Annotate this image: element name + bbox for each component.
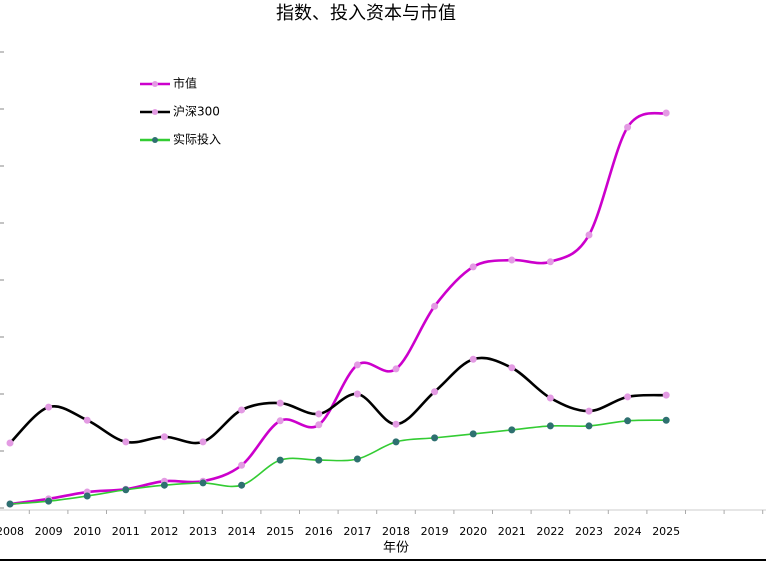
x-tick-label: 2014 (228, 525, 256, 538)
marker (585, 422, 593, 430)
marker (315, 456, 323, 464)
x-tick-label: 2025 (652, 525, 680, 538)
legend-label: 市值 (173, 76, 197, 91)
x-tick-label: 2012 (150, 525, 178, 538)
x-tick-label: 2018 (382, 525, 410, 538)
marker (6, 500, 14, 508)
x-tick-label: 2017 (343, 525, 371, 538)
marker (238, 481, 246, 489)
marker (315, 421, 323, 429)
x-tick-label: 2013 (189, 525, 217, 538)
x-tick-label: 2022 (536, 525, 564, 538)
marker (546, 258, 554, 266)
marker (122, 486, 130, 494)
x-tick-label: 2021 (498, 525, 526, 538)
marker (546, 394, 554, 402)
marker (469, 263, 477, 271)
marker (45, 497, 53, 505)
marker (662, 109, 670, 117)
marker (585, 407, 593, 415)
marker (276, 399, 284, 407)
legend-label: 实际投入 (173, 132, 221, 147)
marker (276, 417, 284, 425)
marker (160, 433, 168, 441)
x-tick-label: 2019 (421, 525, 449, 538)
marker (624, 123, 632, 131)
marker (546, 422, 554, 430)
x-axis-title: 年份 (383, 541, 409, 556)
marker (431, 388, 439, 396)
marker (508, 364, 516, 372)
x-tick-label: 2008 (0, 525, 24, 538)
marker (45, 403, 53, 411)
marker (353, 455, 361, 463)
x-tick-label: 2020 (459, 525, 487, 538)
marker (662, 416, 670, 424)
legend-marker (152, 109, 158, 115)
marker (662, 391, 670, 399)
marker (238, 461, 246, 469)
marker (392, 420, 400, 428)
legend-label: 沪深300 (173, 105, 220, 119)
marker (353, 361, 361, 369)
marker (585, 231, 593, 239)
x-tick-label: 2024 (614, 525, 642, 538)
marker (469, 430, 477, 438)
x-tick-label: 2009 (35, 525, 63, 538)
marker (238, 406, 246, 414)
x-tick-label: 2016 (305, 525, 333, 538)
marker (392, 438, 400, 446)
chart-title: 指数、投入资本与市值 (276, 3, 456, 24)
legend-marker (152, 81, 158, 87)
marker (83, 492, 91, 500)
marker (276, 456, 284, 464)
x-tick-label: 2023 (575, 525, 603, 538)
marker (353, 390, 361, 398)
marker (624, 393, 632, 401)
line (9, 356, 667, 445)
marker (431, 434, 439, 442)
x-tick-label: 2015 (266, 525, 294, 538)
marker (508, 256, 516, 264)
marker (6, 439, 14, 447)
marker (508, 426, 516, 434)
x-tick-label: 2011 (112, 525, 140, 538)
marker (199, 479, 207, 487)
marker (392, 365, 400, 373)
marker (83, 416, 91, 424)
marker (315, 410, 323, 418)
legend-marker (152, 137, 158, 143)
marker (122, 438, 130, 446)
marker (624, 417, 632, 425)
x-tick-label: 2010 (73, 525, 101, 538)
marker (160, 481, 168, 489)
marker (431, 302, 439, 310)
marker (469, 355, 477, 363)
line (9, 111, 667, 506)
marker (199, 438, 207, 446)
